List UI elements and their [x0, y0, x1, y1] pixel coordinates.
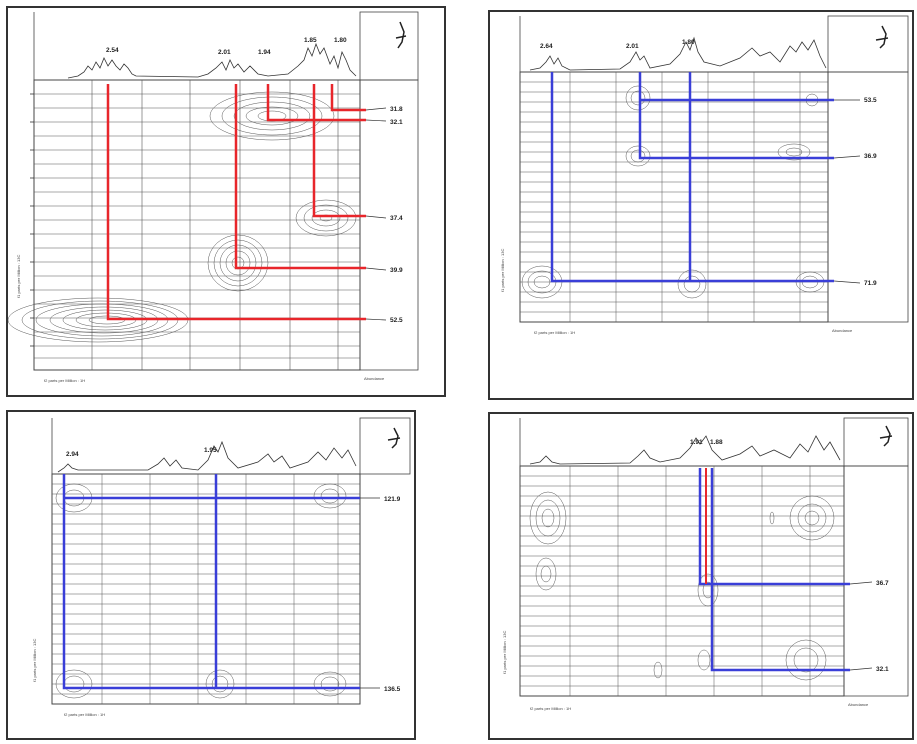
- peak-label: 1.91: [690, 439, 703, 446]
- abundance-caption: Abundance: [848, 702, 869, 707]
- abundance-caption: Abundance: [832, 328, 853, 333]
- panel-2-plot: 2.64 2.01 1.80 53.5 36.9 71.9 f2 parts p…: [500, 15, 909, 335]
- nmr-panel-4: 1.91 1.88 36.7 32.1 f2 parts per Million…: [488, 412, 914, 740]
- x-axis-caption: f2 parts per Million : 1H: [534, 330, 575, 335]
- shift-label: 53.5: [864, 97, 877, 104]
- y-axis-caption: f1 parts per Million : 13C: [16, 255, 21, 298]
- shift-label: 32.1: [390, 119, 403, 126]
- shift-label: 31.8: [390, 106, 403, 113]
- peak-label: 2.54: [106, 47, 119, 54]
- peak-label: 2.94: [66, 451, 79, 458]
- nmr-panel-3: 2.94 1.95 121.9 136.5 f2 parts per Milli…: [6, 410, 416, 740]
- correlation-lines: [698, 468, 850, 672]
- peak-label: 1.95: [204, 447, 217, 454]
- shift-label: 39.9: [390, 267, 403, 274]
- y-axis-caption: f1 parts per Million : 13C: [500, 249, 505, 292]
- y-axis-caption: f1 parts per Million : 13C: [502, 631, 507, 674]
- shift-label: 36.7: [876, 580, 889, 587]
- shift-label: 71.9: [864, 280, 877, 287]
- shift-label: 52.5: [390, 317, 403, 324]
- shift-label: 136.5: [384, 686, 401, 693]
- x-axis-caption: f2 parts per Million : 1H: [530, 706, 571, 711]
- shift-label: 121.9: [384, 496, 401, 503]
- peak-label: 1.94: [258, 49, 271, 56]
- y-axis-caption: f1 parts per Million : 13C: [32, 639, 37, 682]
- peak-label: 2.01: [626, 43, 639, 50]
- panel-1-plot: 2.54 2.01 1.94 1.85 1.80 31.8 32.1 37.4 …: [8, 11, 419, 383]
- panel-3-plot: 2.94 1.95 121.9 136.5 f2 parts per Milli…: [32, 417, 411, 717]
- peak-label: 2.01: [218, 49, 231, 56]
- x-axis-caption: f2 parts per Million : 1H: [44, 378, 85, 383]
- shift-label: 36.9: [864, 153, 877, 160]
- peak-label: 1.88: [710, 439, 723, 446]
- peak-label: 1.80: [682, 39, 695, 46]
- correlation-lines: [106, 84, 366, 321]
- shift-label: 37.4: [390, 215, 403, 222]
- panel-4-plot: 1.91 1.88 36.7 32.1 f2 parts per Million…: [502, 417, 909, 711]
- nmr-panel-1: 2.54 2.01 1.94 1.85 1.80 31.8 32.1 37.4 …: [6, 6, 446, 397]
- nmr-panel-2: 2.64 2.01 1.80 53.5 36.9 71.9 f2 parts p…: [488, 10, 914, 400]
- peak-label: 1.80: [334, 37, 347, 44]
- peak-label: 2.64: [540, 43, 553, 50]
- correlation-lines: [62, 474, 360, 690]
- correlation-lines: [550, 72, 834, 283]
- x-axis-caption: f2 parts per Million : 1H: [64, 712, 105, 717]
- shift-label: 32.1: [876, 666, 889, 673]
- abundance-caption: Abundance: [364, 376, 385, 381]
- peak-label: 1.85: [304, 37, 317, 44]
